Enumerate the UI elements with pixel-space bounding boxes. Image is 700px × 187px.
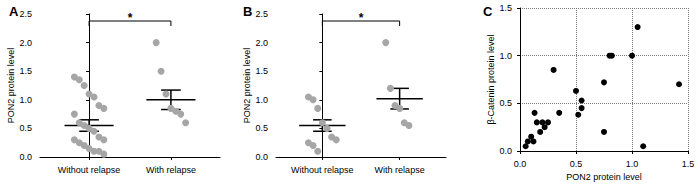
svg-text:β-Catenin protein level: β-Catenin protein level xyxy=(486,34,496,124)
svg-text:1.5: 1.5 xyxy=(255,66,268,76)
svg-text:2.0: 2.0 xyxy=(255,38,268,48)
svg-text:1.0: 1.0 xyxy=(255,95,268,105)
svg-text:B: B xyxy=(243,4,252,19)
svg-text:*: * xyxy=(359,11,364,25)
svg-text:PON2 protein level: PON2 protein level xyxy=(6,48,16,124)
svg-text:1.5: 1.5 xyxy=(682,159,695,169)
svg-text:0.0: 0.0 xyxy=(255,152,268,162)
svg-text:1.0: 1.0 xyxy=(19,95,32,105)
svg-text:0.0: 0.0 xyxy=(499,146,512,156)
svg-text:0.5: 0.5 xyxy=(499,98,512,108)
svg-text:0.5: 0.5 xyxy=(255,123,268,133)
svg-text:1.0: 1.0 xyxy=(499,51,512,61)
svg-text:1.0: 1.0 xyxy=(626,159,639,169)
svg-text:With relapse: With relapse xyxy=(375,165,425,175)
svg-text:PON2 protein level: PON2 protein level xyxy=(242,48,252,124)
svg-text:0.5: 0.5 xyxy=(570,159,583,169)
svg-text:PON2 protein level: PON2 protein level xyxy=(566,172,642,182)
svg-text:0.5: 0.5 xyxy=(19,123,32,133)
svg-text:*: * xyxy=(128,11,133,25)
svg-text:2.5: 2.5 xyxy=(255,9,268,19)
svg-text:2.5: 2.5 xyxy=(19,9,32,19)
svg-text:1.5: 1.5 xyxy=(499,3,512,13)
svg-text:A: A xyxy=(9,4,19,19)
svg-text:1.5: 1.5 xyxy=(19,66,32,76)
svg-text:With relapse: With relapse xyxy=(146,165,196,175)
svg-text:0.0: 0.0 xyxy=(514,159,527,169)
svg-text:Without relapse: Without relapse xyxy=(58,165,121,175)
svg-text:2.0: 2.0 xyxy=(19,38,32,48)
svg-text:0.0: 0.0 xyxy=(19,152,32,162)
svg-text:Without relapse: Without relapse xyxy=(291,165,354,175)
svg-text:C: C xyxy=(483,4,493,19)
